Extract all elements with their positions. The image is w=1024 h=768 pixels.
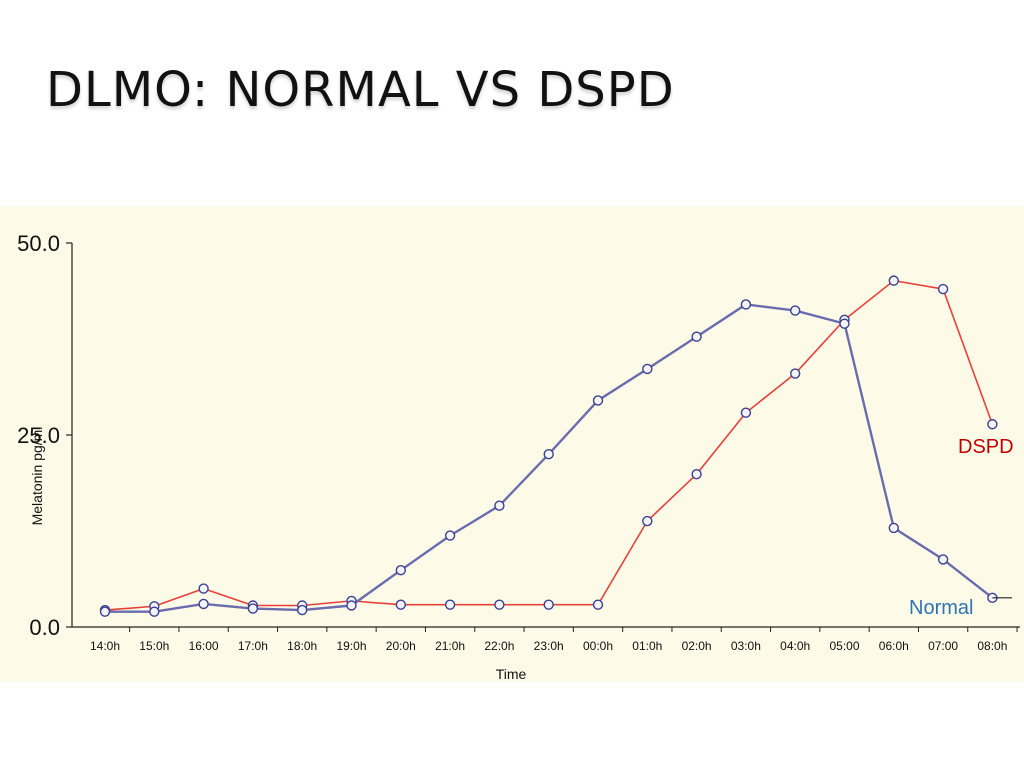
x-tick-label: 15:0h [139, 639, 169, 653]
x-tick-label: 08:0h [977, 639, 1007, 653]
data-point-dspd [888, 275, 899, 286]
data-point-dspd [642, 515, 653, 527]
y-axis-label: Melatonin pg/ml [29, 427, 45, 526]
y-tick-label: 25.0 [17, 423, 60, 448]
data-point-normal [839, 318, 850, 329]
data-point-normal [888, 522, 899, 534]
x-tick-label: 19:0h [336, 639, 366, 653]
data-point-dspd [198, 583, 209, 594]
data-point-dspd [592, 599, 604, 610]
data-point-dspd [395, 599, 406, 610]
y-axis-ticks: 0.0 25.0 50.0 [17, 231, 72, 640]
data-point-dspd [790, 368, 801, 379]
series-lines [104, 279, 994, 613]
x-tick-label: 16:00 [189, 639, 219, 653]
x-tick-label: 00:0h [583, 639, 613, 653]
x-tick-label: 17:0h [238, 639, 268, 653]
series-label-dspd: DSPD [958, 436, 1014, 458]
data-point-normal [149, 606, 160, 617]
data-point-normal [691, 331, 702, 342]
data-point-dspd [937, 283, 949, 295]
data-point-dspd [494, 599, 505, 610]
data-point-dspd [444, 599, 456, 610]
x-tick-label: 04:0h [780, 639, 810, 653]
series-line-dspd [104, 279, 994, 611]
melatonin-line-chart: 0.0 25.0 50.0 14:0h 15:0h 16:00 17:0h 18:0h 19:… [17, 231, 1020, 682]
x-tick-label: 20:0h [386, 639, 416, 653]
data-point-normal [198, 598, 209, 610]
data-point-normal [494, 500, 505, 511]
x-tick-label: 22:0h [484, 639, 514, 653]
data-point-normal [444, 530, 456, 541]
x-tick-label: 06:0h [879, 639, 909, 653]
data-point-normal [297, 604, 308, 616]
data-point-normal [642, 363, 653, 375]
x-tick-label: 05:00 [829, 639, 859, 653]
x-tick-label: 07:00 [928, 639, 958, 653]
data-point-normal [740, 299, 752, 310]
data-point-normal [395, 564, 406, 576]
data-point-normal [543, 448, 554, 460]
x-tick-label: 23:0h [534, 639, 564, 653]
x-tick-label: 18:0h [287, 639, 317, 653]
data-point-dspd [987, 419, 998, 430]
data-point-normal [247, 603, 259, 614]
slide-title: DLMO: NORMAL VS DSPD [46, 62, 675, 118]
data-point-normal [790, 305, 801, 316]
data-point-normal [937, 554, 949, 565]
y-tick-label: 50.0 [17, 231, 60, 256]
data-point-normal [99, 606, 111, 617]
data-point-normal [346, 600, 357, 611]
y-tick-label: 0.0 [29, 615, 60, 640]
x-axis-ticks: 14:0h 15:0h 16:00 17:0h 18:0h 19:0h 20:0h 21:0h… [90, 627, 1018, 653]
x-tick-label: 21:0h [435, 639, 465, 653]
x-tick-label: 14:0h [90, 639, 120, 653]
data-point-dspd [543, 599, 554, 610]
x-tick-label: 01:0h [632, 639, 662, 653]
chart-panel [0, 206, 1024, 682]
data-point-normal [592, 395, 604, 406]
data-point-dspd [740, 407, 752, 418]
x-axis-label: Time [496, 666, 527, 682]
x-tick-label: 02:0h [682, 639, 712, 653]
x-tick-label: 03:0h [731, 639, 761, 653]
chart-axes [71, 243, 1020, 628]
series-markers [99, 275, 998, 617]
series-label-normal: Normal [909, 597, 973, 619]
data-point-dspd [691, 468, 702, 480]
